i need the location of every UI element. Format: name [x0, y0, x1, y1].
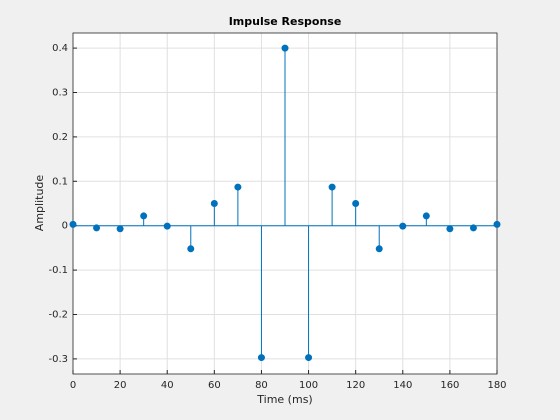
y-tick-label: 0.4: [52, 43, 68, 54]
stem-marker: [328, 183, 336, 191]
chart-title: Impulse Response: [229, 15, 342, 28]
x-axis-label: Time (ms): [256, 393, 312, 406]
stem-marker: [493, 220, 501, 228]
stem-marker: [257, 354, 265, 362]
stem-marker: [375, 245, 383, 253]
stem-marker: [234, 183, 242, 191]
stem-marker: [93, 224, 101, 232]
y-axis-label: Amplitude: [33, 175, 46, 232]
y-tick-label: -0.1: [48, 265, 68, 276]
x-tick-label: 180: [487, 380, 506, 391]
stem-marker: [69, 220, 77, 228]
stem-marker: [116, 225, 124, 233]
stem-marker: [422, 212, 430, 220]
y-tick-label: 0: [62, 221, 68, 232]
x-tick-label: 40: [161, 380, 174, 391]
stem-marker: [305, 354, 313, 362]
x-tick-label: 0: [70, 380, 76, 391]
stem-marker: [187, 245, 195, 253]
y-tick-label: -0.2: [48, 310, 68, 321]
y-tick-label: -0.3: [48, 354, 68, 365]
x-tick-label: 100: [299, 380, 318, 391]
stem-marker: [446, 225, 454, 233]
stem-marker: [140, 212, 148, 220]
stem-marker: [399, 222, 407, 230]
x-tick-label: 20: [114, 380, 127, 391]
y-tick-label: 0.3: [52, 87, 68, 98]
y-tick-label: 0.2: [52, 132, 68, 143]
x-tick-label: 80: [255, 380, 268, 391]
x-tick-label: 160: [440, 380, 459, 391]
x-tick-label: 140: [393, 380, 412, 391]
stem-marker: [352, 200, 360, 207]
stem-marker: [469, 224, 477, 232]
y-tick-label: 0.1: [52, 176, 68, 187]
stem-marker: [281, 44, 289, 52]
x-tick-label: 120: [346, 380, 365, 391]
axes-box: [72, 32, 498, 375]
stem-marker: [210, 200, 218, 207]
stem-marker: [163, 222, 171, 230]
x-tick-label: 60: [208, 380, 221, 391]
